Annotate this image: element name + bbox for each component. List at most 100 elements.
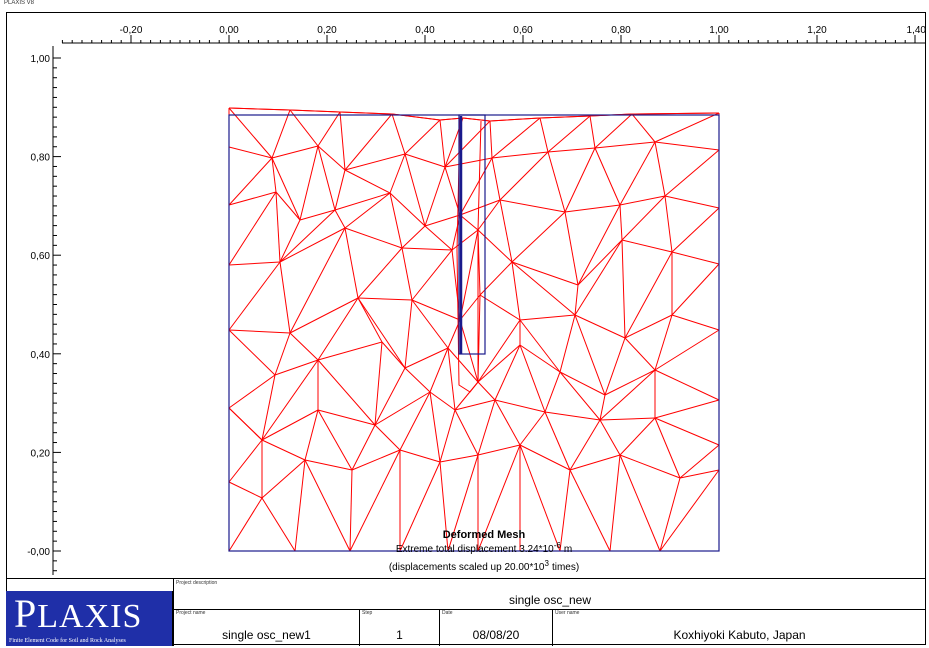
mesh-edge — [631, 113, 656, 143]
scale-text: (displacements scaled up 20.00*103 times) — [389, 559, 579, 573]
step-value: 1 — [396, 628, 403, 642]
mesh-edge — [279, 219, 301, 263]
mesh-edge — [511, 211, 566, 263]
mesh-edge — [228, 497, 263, 552]
project-description: single osc_new — [508, 593, 592, 607]
y-tick-label: 0,20 — [31, 448, 51, 459]
mesh-edge — [317, 111, 341, 147]
mesh-edge — [424, 166, 446, 227]
project-name-cell: Project name single osc_new1 — [173, 609, 359, 646]
mesh-edge — [477, 319, 521, 383]
deformed-mesh-plot: -0,20 0,00 0,20 0,40 0,60 0,80 1,00 1,20 1,40 1,… — [27, 25, 926, 575]
mesh-edge — [299, 209, 336, 221]
mesh-edge — [228, 261, 281, 331]
mesh-edge — [429, 391, 441, 463]
mesh-edge — [594, 147, 621, 206]
mesh-edge — [679, 444, 720, 479]
x-tick-label: -0,20 — [120, 25, 143, 36]
mesh-edge — [511, 261, 576, 316]
mesh-edge — [499, 199, 566, 213]
mesh-edge — [664, 195, 720, 209]
mesh-edge — [477, 344, 521, 383]
mesh-edge — [477, 381, 496, 401]
mesh-edge — [547, 147, 596, 153]
mesh-edge — [317, 409, 376, 426]
mesh-edge — [439, 454, 479, 463]
x-tick-label: 0,80 — [611, 25, 631, 36]
mesh-edge — [619, 454, 661, 552]
mesh-edge — [621, 195, 666, 241]
mesh-edge — [511, 261, 579, 286]
mesh-edge — [654, 417, 681, 479]
mesh-edge — [624, 337, 656, 371]
mesh-edge — [577, 239, 623, 286]
mesh-edge — [559, 371, 601, 421]
mesh-edge — [228, 329, 276, 376]
mesh-edge — [317, 409, 353, 471]
mesh-edge — [271, 145, 319, 159]
date-value: 08/08/20 — [472, 628, 520, 642]
mesh-edge — [459, 199, 501, 216]
mesh-edge — [228, 191, 277, 206]
mesh-edge — [275, 191, 281, 263]
deformed-mesh — [228, 107, 720, 552]
mesh-edge — [619, 195, 666, 206]
mesh-edge — [228, 146, 273, 159]
mesh-edge — [451, 229, 479, 251]
mesh-edge — [351, 424, 376, 471]
mesh-edge — [477, 444, 521, 552]
mesh-edge — [654, 417, 720, 446]
mesh-edge — [547, 115, 591, 153]
mesh-edge — [544, 411, 571, 471]
mesh-edge — [404, 119, 441, 155]
mesh-edge — [577, 204, 621, 286]
mesh-edge — [411, 299, 461, 321]
mesh-edge — [569, 454, 621, 471]
mesh-edge — [439, 409, 456, 463]
user-name-label: User name — [555, 610, 580, 616]
mesh-edge — [519, 319, 561, 373]
mesh-edge — [228, 329, 291, 334]
mesh-edge — [619, 204, 623, 241]
mesh-edge — [381, 341, 406, 369]
mesh-edge — [401, 225, 426, 249]
mesh-edge — [261, 439, 306, 461]
mesh-edge — [654, 314, 673, 371]
mesh-edge — [271, 157, 277, 193]
mesh-edge — [299, 145, 319, 221]
mesh-edge — [659, 477, 681, 552]
mesh-edge — [275, 191, 301, 221]
mesh-edge — [671, 207, 720, 253]
step-cell: Step 1 — [359, 609, 439, 646]
mesh-edge — [399, 449, 441, 463]
mesh-edge — [454, 399, 496, 411]
mesh-edge — [477, 199, 501, 231]
mesh-edge — [559, 371, 606, 396]
y-tick-label: -0,00 — [27, 547, 50, 558]
x-tick-label: 0,40 — [415, 25, 435, 36]
mesh-edge — [444, 120, 491, 168]
mesh-edge — [544, 411, 601, 421]
version-label: PLAXIS V8 — [4, 0, 35, 6]
title-block-divider — [173, 609, 926, 610]
mesh-edge — [304, 459, 353, 471]
mesh-edge — [261, 497, 296, 552]
mesh-edge — [439, 119, 446, 168]
mesh-edge — [489, 120, 493, 159]
mesh-edge — [389, 153, 406, 194]
project-description-label: Project description — [176, 580, 218, 586]
mesh-edge — [429, 347, 449, 393]
x-tick-label: 0,20 — [317, 25, 337, 36]
mesh-edge — [357, 247, 403, 299]
mesh-edge — [304, 459, 351, 552]
mesh-edge — [544, 371, 561, 413]
mesh-edge — [271, 157, 301, 221]
mesh-edge — [228, 157, 273, 206]
mesh-edge — [594, 113, 633, 149]
y-tick-label: 0,80 — [31, 153, 51, 164]
mesh-edge — [519, 411, 546, 446]
mesh-edge — [411, 249, 453, 301]
mesh-edge — [447, 454, 479, 552]
mesh-edge — [519, 444, 571, 471]
mesh-edge — [344, 169, 391, 194]
